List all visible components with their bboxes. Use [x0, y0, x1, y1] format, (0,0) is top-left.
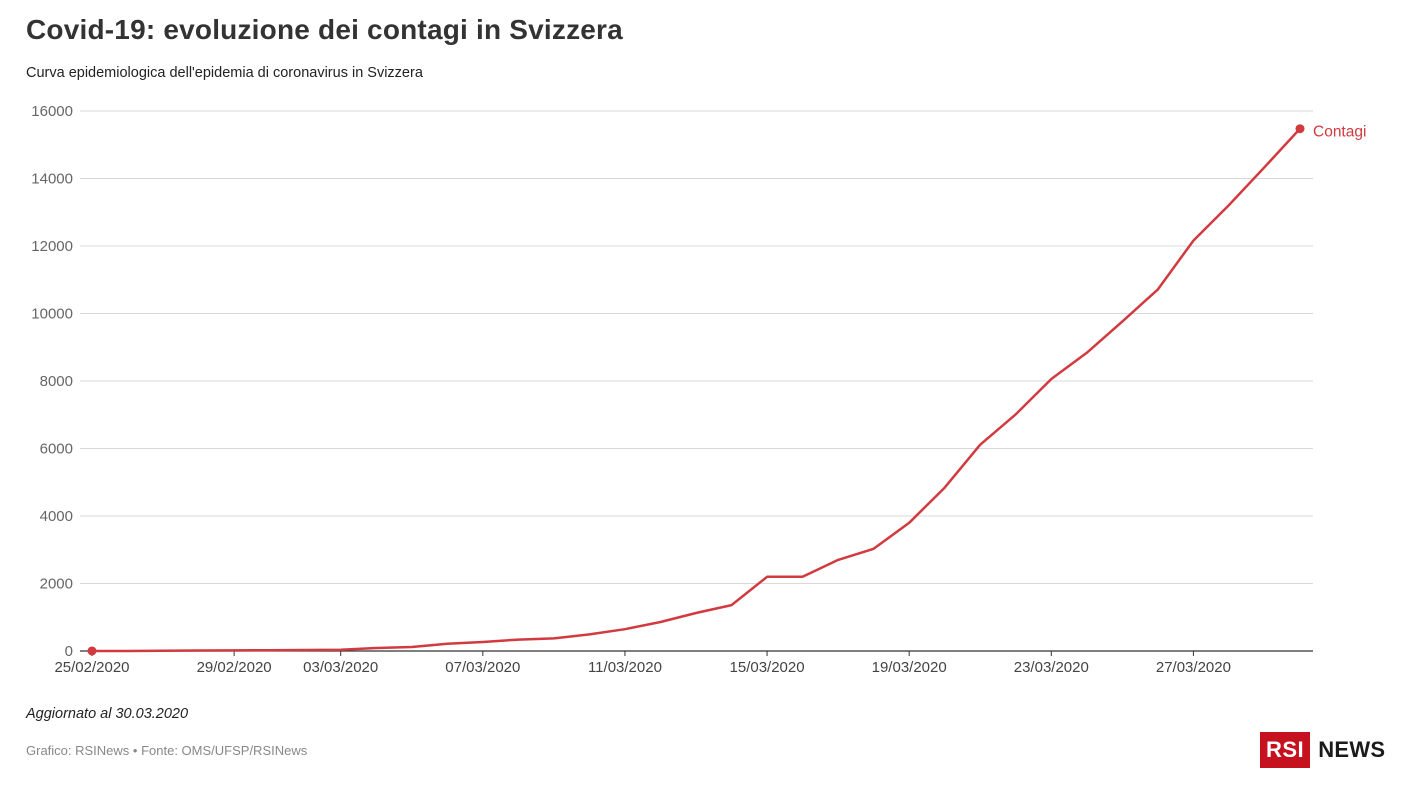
x-tick-label: 27/03/2020: [1156, 659, 1231, 676]
x-tick-label: 03/03/2020: [303, 659, 378, 676]
series-layer: Contagi: [87, 124, 1366, 656]
y-tick-label: 2000: [40, 576, 73, 593]
y-tick-label: 6000: [40, 441, 73, 458]
y-tick-label: 16000: [31, 103, 73, 120]
x-axis-ticks: 25/02/2020 29/02/2020 03/03/2020 07/03/2020…: [54, 651, 1231, 676]
update-note: Aggiornato al 30.03.2020: [26, 706, 189, 722]
line-chart: 0 2000 4000 6000 8000 10000 12000 14000 16000 25…: [31, 103, 1366, 676]
source-credit: Grafico: RSINews • Fonte: OMS/UFSP/RSINe…: [26, 743, 308, 758]
rsi-news-logo: RSI NEWS: [1260, 732, 1385, 768]
series-line-contagi: [90, 127, 1302, 653]
logo-rsi: RSI: [1260, 732, 1311, 768]
x-tick-label: 07/03/2020: [445, 659, 520, 676]
chart-title: Covid-19: evoluzione dei contagi in Sviz…: [26, 14, 623, 45]
y-tick-label: 12000: [31, 238, 73, 255]
gridlines: [80, 110, 1313, 584]
x-tick-label: 23/03/2020: [1014, 659, 1089, 676]
series-end-point: [1295, 124, 1305, 134]
x-tick-label: 25/02/2020: [54, 659, 129, 676]
y-axis-ticks: 0 2000 4000 6000 8000 10000 12000 14000 16000: [31, 103, 73, 660]
y-tick-label: 10000: [31, 306, 73, 323]
y-tick-label: 14000: [31, 171, 73, 188]
y-tick-label: 0: [65, 643, 73, 660]
chart-subtitle: Curva epidemiologica dell'epidemia di co…: [26, 65, 423, 81]
x-tick-label: 29/02/2020: [197, 659, 272, 676]
series-label: Contagi: [1313, 124, 1366, 141]
logo-news: NEWS: [1318, 737, 1386, 762]
series-start-point: [87, 646, 97, 656]
y-tick-label: 4000: [40, 508, 73, 525]
y-tick-label: 8000: [40, 373, 73, 390]
x-tick-label: 19/03/2020: [872, 659, 947, 676]
x-tick-label: 11/03/2020: [588, 659, 662, 676]
x-tick-label: 15/03/2020: [730, 659, 805, 676]
